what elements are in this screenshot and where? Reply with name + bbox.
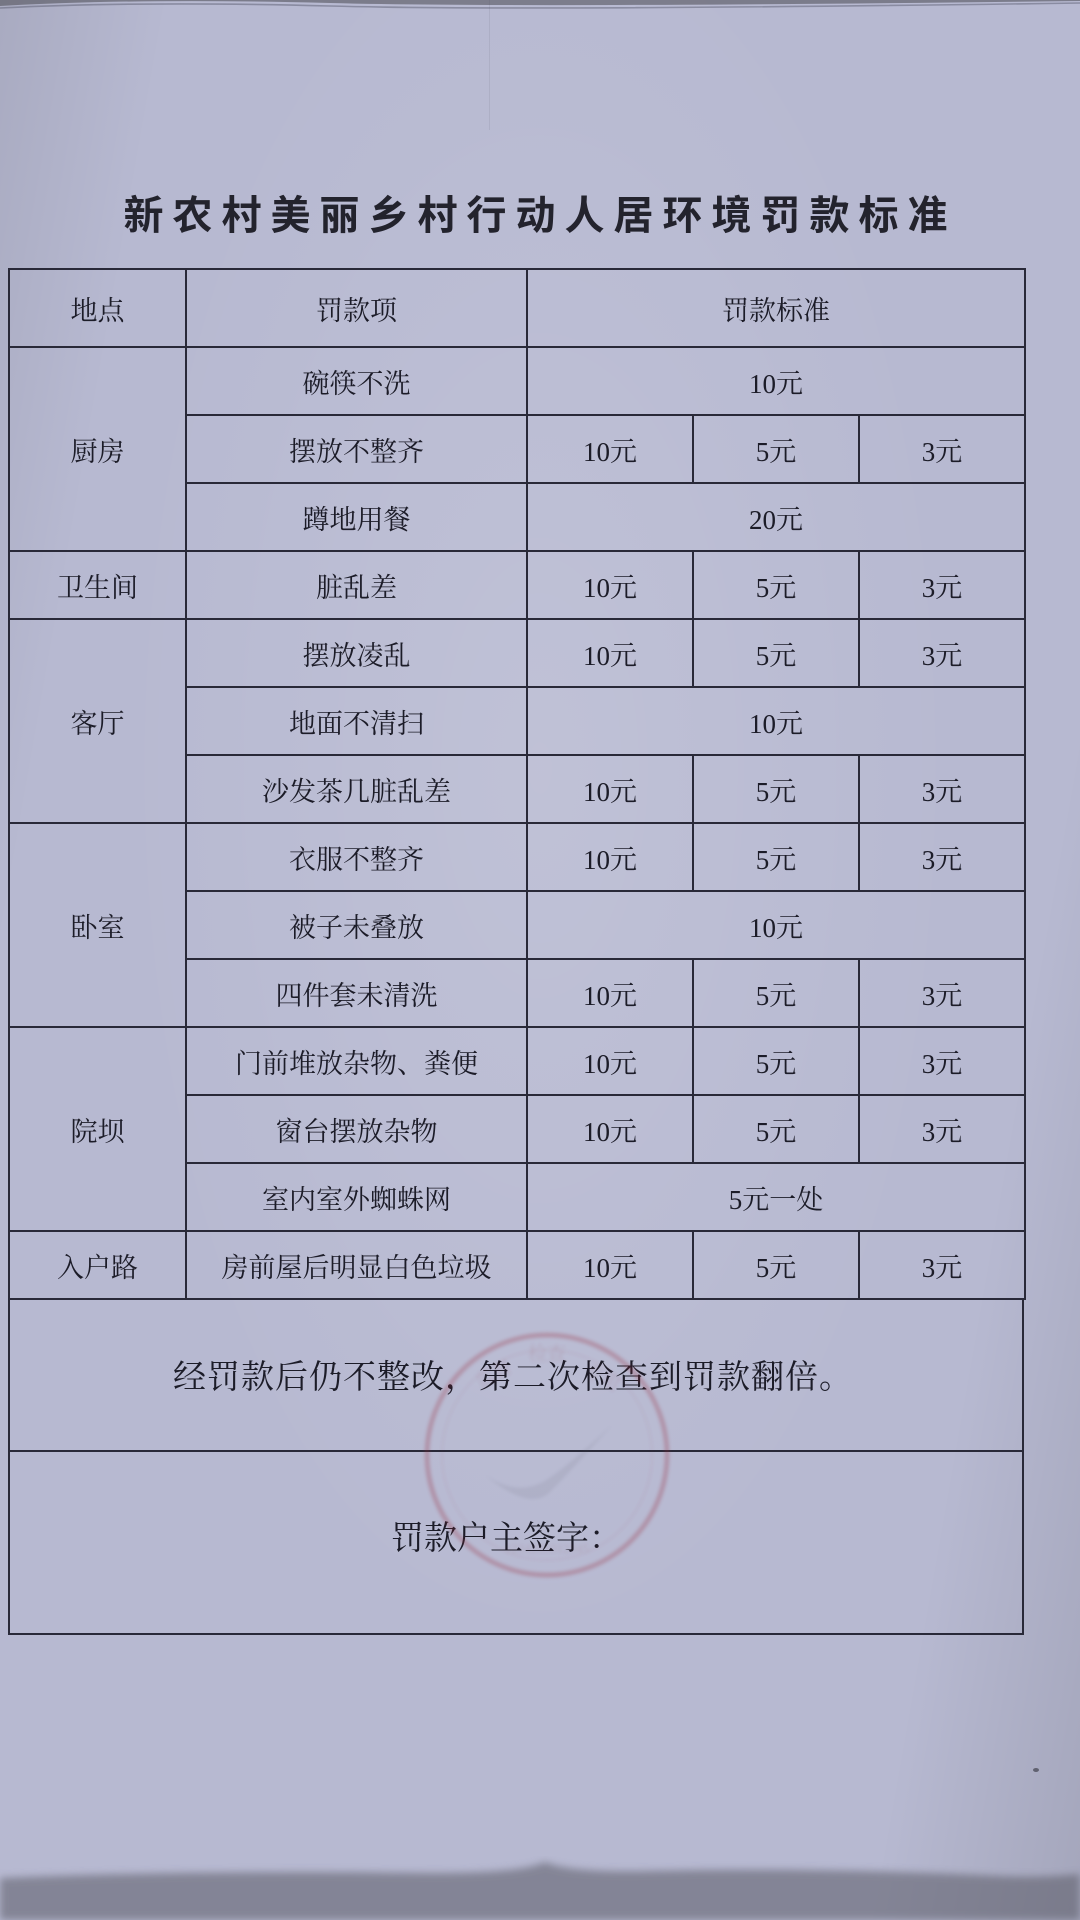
- svg-text:监督: 监督: [472, 1356, 516, 1393]
- svg-text:1234285012345: 1234285012345: [505, 1541, 590, 1556]
- svg-text:专用: 专用: [580, 1359, 624, 1396]
- svg-text:检查: 检查: [528, 1343, 566, 1365]
